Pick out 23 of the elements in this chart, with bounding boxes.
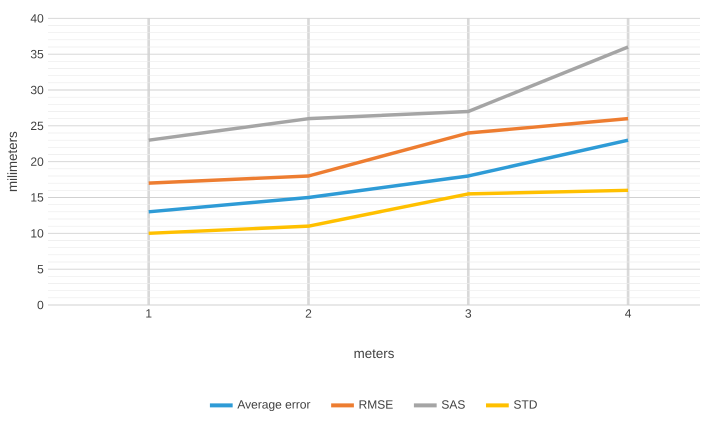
line-series <box>146 45 630 142</box>
y-tick-label: 30 <box>30 86 44 94</box>
y-tick-label: 10 <box>31 229 44 238</box>
y-tick-label: 15 <box>31 193 44 202</box>
legend-label: RMSE <box>360 400 393 409</box>
x-tick-label: 1 <box>146 309 152 318</box>
x-tick-label: 2 <box>306 309 312 318</box>
y-tick-label: 25 <box>31 122 44 130</box>
line-series <box>146 116 630 185</box>
legend-label: Average error <box>237 400 310 412</box>
x-axis-title: meters <box>354 349 394 358</box>
legend-label: SAS <box>442 400 465 409</box>
x-tick-label: 4 <box>625 309 632 318</box>
y-axis-title: milimeters <box>7 132 18 192</box>
x-tick-label: 3 <box>465 309 472 318</box>
legend-label: STD <box>514 400 537 409</box>
y-tick-label: 35 <box>30 50 44 58</box>
y-tick-label: 20 <box>31 157 44 166</box>
y-tick-label: 40 <box>30 14 44 23</box>
y-tick-label: 0 <box>38 300 44 310</box>
line-series <box>146 138 630 214</box>
y-tick-label: 5 <box>38 264 44 274</box>
line-series <box>146 188 630 236</box>
